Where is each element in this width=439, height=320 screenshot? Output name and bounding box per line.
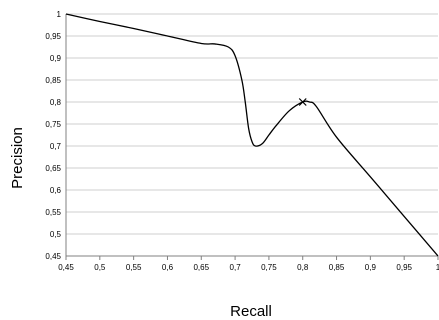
y-axis-label: Precision (9, 127, 26, 189)
y-tick-label: 0,9 (50, 54, 62, 63)
x-tick-label: 0,45 (58, 263, 74, 272)
y-tick-label: 0,85 (45, 76, 61, 85)
y-tick-label: 0,75 (45, 120, 61, 129)
x-marker (298, 98, 307, 106)
x-tick-label: 0,8 (297, 263, 309, 272)
x-tick-labels: 0,45 0,5 0,55 0,6 0,65 0,7 0,75 0,8 0,85 0,9 0,95 1 (58, 263, 439, 272)
y-tick-label: 0,55 (45, 208, 61, 217)
y-tick-labels: 0,45 0,5 0,55 0,6 0,65 0,7 0,75 0,8 0,85 0,9 0,95 1 (45, 10, 61, 261)
y-tick-label: 0,45 (45, 252, 61, 261)
y-tick-label: 0,5 (50, 230, 62, 239)
x-tick-label: 1 (436, 263, 439, 272)
precision-recall-curve (65, 13, 439, 257)
y-tick-label: 0,8 (50, 98, 62, 107)
x-tick-label: 0,85 (329, 263, 345, 272)
x-tick-label: 0,7 (230, 263, 242, 272)
y-tick-label: 0,65 (45, 164, 61, 173)
axes (65, 14, 439, 260)
x-tick-label: 0,75 (261, 263, 277, 272)
x-tick-label: 0,55 (126, 263, 142, 272)
x-axis-label: Recall (230, 303, 272, 320)
x-tick-label: 0,6 (162, 263, 174, 272)
grid-lines (66, 13, 438, 257)
y-tick-label: 1 (57, 10, 62, 19)
x-tick-label: 0,5 (94, 263, 106, 272)
x-tick-label: 0,9 (365, 263, 377, 272)
x-tick-label: 0,65 (193, 263, 209, 272)
x-tick-label: 0,95 (396, 263, 412, 272)
y-tick-label: 0,95 (45, 32, 61, 41)
y-tick-label: 0,6 (50, 186, 62, 195)
y-tick-label: 0,7 (50, 142, 62, 151)
markers (298, 98, 307, 106)
